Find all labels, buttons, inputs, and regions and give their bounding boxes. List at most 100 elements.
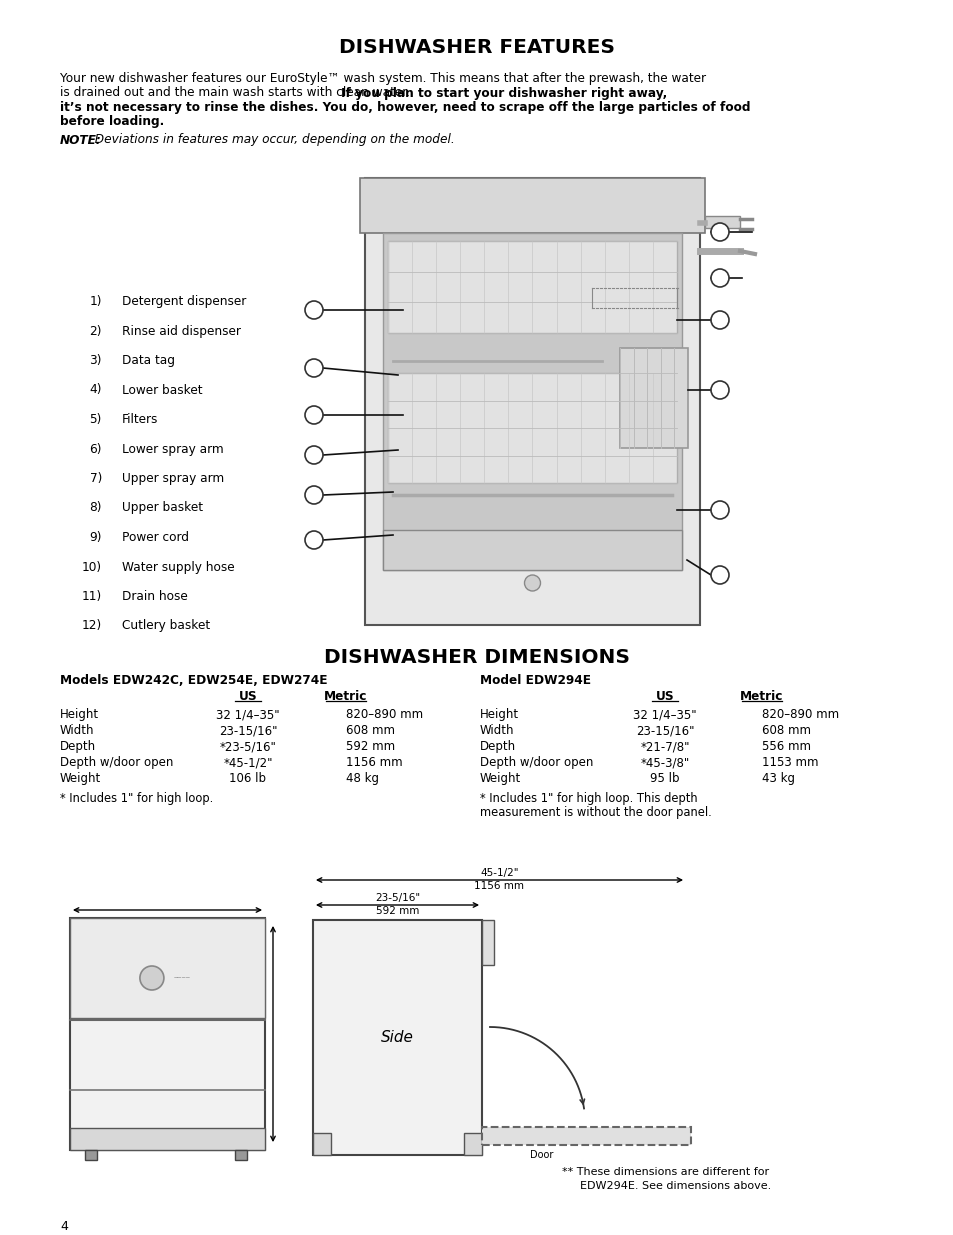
Text: 1): 1)	[90, 295, 102, 308]
Text: before loading.: before loading.	[60, 116, 164, 128]
Circle shape	[305, 531, 323, 550]
Bar	[481, 1128, 690, 1145]
Text: DISHWASHER FEATURES: DISHWASHER FEATURES	[338, 38, 615, 57]
Text: Width: Width	[479, 724, 514, 737]
Circle shape	[710, 501, 728, 519]
Text: Power cord: Power cord	[122, 531, 189, 543]
Text: 820–890 mm: 820–890 mm	[346, 708, 423, 721]
Text: *45-3/8": *45-3/8"	[639, 756, 689, 769]
Text: 4: 4	[60, 1220, 68, 1233]
Bar	[388, 373, 677, 483]
Bar	[463, 1132, 481, 1155]
Bar	[388, 241, 677, 333]
Text: EDW294E. See dimensions above.: EDW294E. See dimensions above.	[579, 1181, 770, 1191]
Bar	[313, 920, 481, 1155]
Text: is drained out and the main wash starts with clean water.: is drained out and the main wash starts …	[60, 86, 414, 100]
Bar	[481, 920, 494, 965]
Text: 23-15/16": 23-15/16"	[635, 724, 694, 737]
Text: 43 kg: 43 kg	[761, 772, 794, 785]
Text: 1156 mm: 1156 mm	[474, 881, 524, 890]
Bar	[704, 216, 740, 228]
Text: 4): 4)	[90, 384, 102, 396]
Text: If you plan to start your dishwasher right away,: If you plan to start your dishwasher rig…	[341, 86, 667, 100]
Circle shape	[305, 301, 323, 319]
Circle shape	[710, 224, 728, 241]
Text: Metric: Metric	[324, 690, 367, 703]
Text: 106 lb: 106 lb	[230, 772, 266, 785]
Text: Model EDW294E: Model EDW294E	[479, 674, 591, 687]
Text: Depth w/door open: Depth w/door open	[479, 756, 593, 769]
Text: *21-7/8": *21-7/8"	[639, 740, 689, 753]
Text: 23-15/16": 23-15/16"	[218, 724, 277, 737]
Circle shape	[140, 966, 164, 990]
Text: *45-1/2": *45-1/2"	[223, 756, 273, 769]
Text: Metric: Metric	[740, 690, 782, 703]
Bar	[234, 1150, 247, 1160]
Text: NOTE:: NOTE:	[60, 133, 102, 147]
Text: US: US	[238, 690, 257, 703]
Text: * Includes 1" for high loop. This depth: * Includes 1" for high loop. This depth	[479, 792, 697, 805]
Text: Depth: Depth	[479, 740, 516, 753]
Bar	[70, 1128, 265, 1150]
Bar	[382, 233, 681, 571]
Text: Width: Width	[60, 724, 94, 737]
Bar	[359, 178, 704, 233]
Text: Water supply hose: Water supply hose	[122, 561, 234, 573]
Text: 592 mm: 592 mm	[346, 740, 395, 753]
Text: 10): 10)	[82, 561, 102, 573]
Text: ** These dimensions are different for: ** These dimensions are different for	[561, 1167, 768, 1177]
Text: measurement is without the door panel.: measurement is without the door panel.	[479, 806, 711, 819]
Text: 48 kg: 48 kg	[346, 772, 378, 785]
Bar	[619, 348, 687, 448]
Text: ~~~~: ~~~~	[173, 974, 191, 981]
Bar	[70, 918, 265, 1018]
Text: Side: Side	[380, 1030, 414, 1045]
Text: Weight: Weight	[479, 772, 520, 785]
Text: 23-5/16": 23-5/16"	[375, 893, 419, 903]
Circle shape	[710, 382, 728, 399]
Text: 8): 8)	[90, 501, 102, 515]
Text: * Includes 1" for high loop.: * Includes 1" for high loop.	[60, 792, 213, 805]
Text: it’s not necessary to rinse the dishes. You do, however, need to scrape off the : it’s not necessary to rinse the dishes. …	[60, 101, 750, 114]
Text: Upper basket: Upper basket	[122, 501, 203, 515]
Circle shape	[305, 446, 323, 464]
Text: 1153 mm: 1153 mm	[761, 756, 818, 769]
Text: 1156 mm: 1156 mm	[346, 756, 402, 769]
Text: Weight: Weight	[60, 772, 101, 785]
Text: Detergent dispenser: Detergent dispenser	[122, 295, 246, 308]
Circle shape	[305, 406, 323, 424]
Text: 3): 3)	[90, 354, 102, 367]
Text: Lower spray arm: Lower spray arm	[122, 442, 223, 456]
Text: DISHWASHER DIMENSIONS: DISHWASHER DIMENSIONS	[324, 648, 629, 667]
Bar	[382, 530, 681, 571]
Text: Depth: Depth	[60, 740, 96, 753]
Text: Upper spray arm: Upper spray arm	[122, 472, 224, 485]
Text: 820–890 mm: 820–890 mm	[761, 708, 839, 721]
Text: 608 mm: 608 mm	[761, 724, 810, 737]
Circle shape	[305, 487, 323, 504]
Circle shape	[710, 566, 728, 584]
Text: Deviations in features may occur, depending on the model.: Deviations in features may occur, depend…	[88, 133, 455, 147]
Text: Depth w/door open: Depth w/door open	[60, 756, 173, 769]
Text: Data tag: Data tag	[122, 354, 174, 367]
Text: 45-1/2": 45-1/2"	[479, 868, 518, 878]
Text: *23-5/16": *23-5/16"	[219, 740, 276, 753]
Bar	[85, 1150, 97, 1160]
Text: 556 mm: 556 mm	[761, 740, 810, 753]
Text: 32 1/4–35": 32 1/4–35"	[216, 708, 279, 721]
Text: US: US	[655, 690, 674, 703]
Text: Height: Height	[60, 708, 99, 721]
Bar	[365, 178, 700, 625]
Text: 11): 11)	[82, 590, 102, 603]
Text: 7): 7)	[90, 472, 102, 485]
Text: 95 lb: 95 lb	[650, 772, 679, 785]
Text: Your new dishwasher features our EuroStyle™ wash system. This means that after t: Your new dishwasher features our EuroSty…	[60, 72, 705, 85]
Text: 5): 5)	[90, 412, 102, 426]
Text: Door: Door	[530, 1150, 553, 1160]
Circle shape	[305, 359, 323, 377]
Text: 12): 12)	[82, 620, 102, 632]
Circle shape	[710, 269, 728, 287]
Circle shape	[710, 311, 728, 329]
Circle shape	[524, 576, 540, 592]
Bar	[313, 1132, 331, 1155]
